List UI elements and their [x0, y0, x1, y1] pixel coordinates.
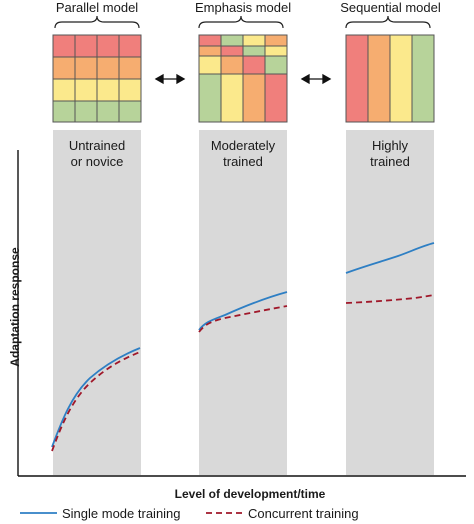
- y-axis-label: Adaptation response: [8, 247, 22, 367]
- x-axis-label: Level of development/time: [174, 487, 326, 501]
- stage-label-highly-line1: Highly: [371, 138, 409, 153]
- stage-label-moderate-line2: trained: [223, 154, 263, 169]
- emphasis-brace: [198, 15, 284, 29]
- emphasis-model-title: Emphasis model: [195, 0, 292, 15]
- stage-band-untrained: [53, 130, 141, 475]
- legend-concurrent-label: Concurrent training: [248, 506, 359, 521]
- concurrent-curve-moderate: [198, 305, 288, 333]
- stage-label-moderate-line1: Moderately: [210, 138, 276, 153]
- stage-label-untrained: Untrained or novice: [53, 138, 141, 170]
- arrow-parallel-emphasis: [154, 73, 186, 85]
- emphasis-model-grid: [198, 34, 288, 123]
- stage-label-untrained-line1: Untrained: [68, 138, 126, 153]
- stage-label-untrained-line2: or novice: [70, 154, 124, 169]
- stage-label-highly-line2: trained: [370, 154, 410, 169]
- stage-band-moderate: [199, 130, 287, 475]
- stage-label-highly: Highly trained: [346, 138, 434, 170]
- arrow-emphasis-sequential: [300, 73, 332, 85]
- concurrent-curve-untrained: [51, 351, 141, 452]
- sequential-model-grid: [345, 34, 435, 123]
- stage-label-moderate: Moderately trained: [199, 138, 287, 170]
- parallel-model-grid: [52, 34, 142, 123]
- parallel-model-title: Parallel model: [55, 0, 139, 15]
- parallel-brace: [54, 15, 140, 29]
- single-mode-curve-highly: [345, 242, 435, 274]
- sequential-brace: [345, 15, 431, 29]
- axes: [17, 150, 466, 477]
- single-mode-curve-untrained: [51, 347, 141, 448]
- sequential-model-title: Sequential model: [340, 0, 441, 15]
- concurrent-curve-highly: [345, 294, 435, 304]
- legend-single-label: Single mode training: [62, 506, 181, 521]
- single-mode-curve-moderate: [198, 291, 288, 331]
